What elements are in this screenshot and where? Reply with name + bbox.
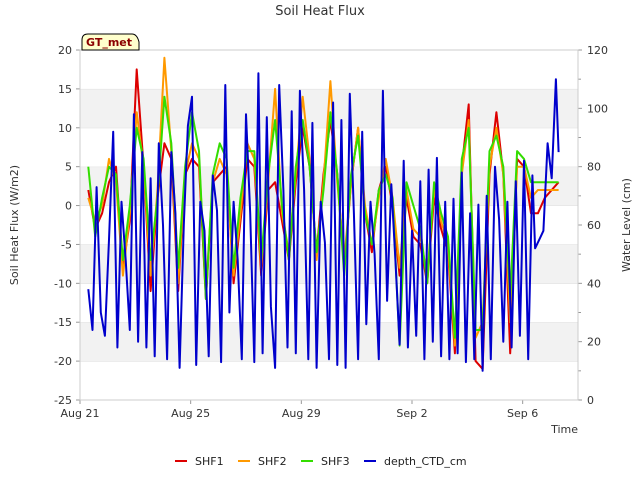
legend-label: SHF3 <box>321 455 350 468</box>
chart-title: Soil Heat Flux <box>275 4 365 19</box>
left-axis-ticks: -25 -20 -15 -10 -5 0 5 10 15 20 <box>54 44 80 407</box>
series-line-depth-ctd-cm <box>87 72 560 372</box>
y2-tick-label: 0 <box>587 394 594 407</box>
series-line-shf3 <box>87 95 559 347</box>
x-tick-label: Sep 2 <box>396 407 427 420</box>
x-axis-ticks: Aug 21 Aug 25 Aug 29 Sep 2 Sep 6 <box>61 400 538 420</box>
legend: SHF1 SHF2 SHF3 depth_CTD_cm <box>175 455 467 468</box>
legend-label: SHF2 <box>258 455 287 468</box>
y-tick-label: -5 <box>61 238 72 251</box>
station-badge: GT_met <box>81 33 140 51</box>
x-tick-label: Aug 21 <box>61 407 100 420</box>
y-tick-label: 10 <box>58 122 72 135</box>
y2-tick-label: 20 <box>587 336 601 349</box>
grid-band <box>80 361 578 400</box>
y-tick-label: 20 <box>58 44 72 57</box>
x-tick-label: Aug 29 <box>282 407 321 420</box>
station-badge-label: GT_met <box>86 36 132 49</box>
y2-axis-label: Water Level (cm) <box>620 178 633 272</box>
grid-band <box>80 244 578 284</box>
y2-tick-label: 60 <box>587 219 601 232</box>
y2-tick-label: 40 <box>587 277 601 290</box>
legend-label: depth_CTD_cm <box>384 455 467 468</box>
y-tick-label: -25 <box>54 394 72 407</box>
x-axis-label: Time <box>550 423 578 436</box>
grid-band <box>80 50 578 89</box>
legend-label: SHF1 <box>195 455 224 468</box>
y-tick-label: 0 <box>65 200 72 213</box>
y2-tick-label: 120 <box>587 44 608 57</box>
y-axis-label: Soil Heat Flux (W/m2) <box>8 165 21 285</box>
x-tick-label: Aug 25 <box>171 407 210 420</box>
y-tick-label: -15 <box>54 316 72 329</box>
series-lines <box>87 56 560 372</box>
y-tick-label: -20 <box>54 355 72 368</box>
plot-frame <box>79 49 579 401</box>
y2-tick-label: 80 <box>587 161 601 174</box>
y-tick-label: 15 <box>58 83 72 96</box>
x-tick-label: Sep 6 <box>507 407 538 420</box>
y-tick-label: -10 <box>54 277 72 290</box>
y2-tick-label: 100 <box>587 102 608 115</box>
right-axis-ticks: 0 20 40 60 80 100 120 <box>578 44 608 407</box>
y-tick-label: 5 <box>65 161 72 174</box>
